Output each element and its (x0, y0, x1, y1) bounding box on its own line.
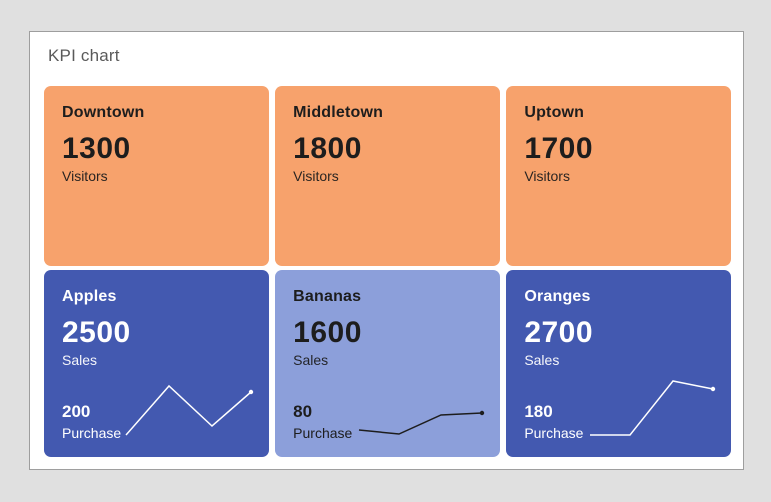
card-title: Oranges (524, 288, 591, 305)
sparkline-chart (125, 384, 254, 436)
kpi-card-grid: Downtown 1300 Visitors Middletown 1800 V… (44, 86, 732, 457)
card-value: 1300 (62, 132, 131, 165)
kpi-card-downtown: Downtown 1300 Visitors (44, 86, 270, 266)
purchase-label: Purchase (62, 425, 122, 441)
card-metric-label: Visitors (524, 168, 570, 184)
card-title: Middletown (293, 104, 384, 121)
card-metric-label: Sales (62, 352, 98, 368)
card-metric-label: Sales (524, 352, 560, 368)
card-metric-label: Sales (293, 352, 329, 368)
card-value: 1800 (293, 132, 362, 165)
page-title: KPI chart (48, 46, 120, 65)
purchase-block: 80 Purchase (293, 403, 352, 443)
card-title: Apples (62, 288, 117, 305)
kpi-card-oranges: Oranges 2700 Sales 180 Purchase (506, 270, 732, 457)
purchase-block: 180 Purchase (524, 403, 583, 443)
purchase-value: 200 (62, 402, 91, 422)
card-value: 1600 (293, 316, 362, 349)
card-secondary-row: 80 Purchase (293, 379, 485, 443)
card-metric-label: Visitors (62, 168, 108, 184)
card-metric-label: Visitors (293, 168, 339, 184)
kpi-card-uptown: Uptown 1700 Visitors (506, 86, 732, 266)
card-title: Uptown (524, 104, 585, 121)
purchase-value: 180 (524, 402, 553, 422)
card-title: Bananas (293, 288, 362, 305)
sparkline-chart (359, 410, 485, 435)
card-value: 1700 (524, 132, 594, 165)
purchase-label: Purchase (293, 425, 353, 441)
purchase-label: Purchase (524, 425, 584, 441)
kpi-card-bananas: Bananas 1600 Sales 80 Purchase (275, 270, 501, 457)
kpi-card-apples: Apples 2500 Sales 200 Purchase (44, 270, 270, 457)
purchase-block: 200 Purchase (62, 403, 121, 443)
card-secondary-row: 180 Purchase (524, 379, 716, 443)
card-secondary-row: 200 Purchase (62, 379, 254, 443)
card-title: Downtown (62, 104, 145, 121)
card-value: 2500 (62, 316, 131, 349)
purchase-value: 80 (293, 402, 313, 422)
sparkline-chart (590, 380, 716, 436)
card-value: 2700 (524, 316, 594, 349)
kpi-card-middletown: Middletown 1800 Visitors (275, 86, 501, 266)
kpi-panel: KPI chart Downtown 1300 Visitors Middlet… (29, 31, 744, 470)
